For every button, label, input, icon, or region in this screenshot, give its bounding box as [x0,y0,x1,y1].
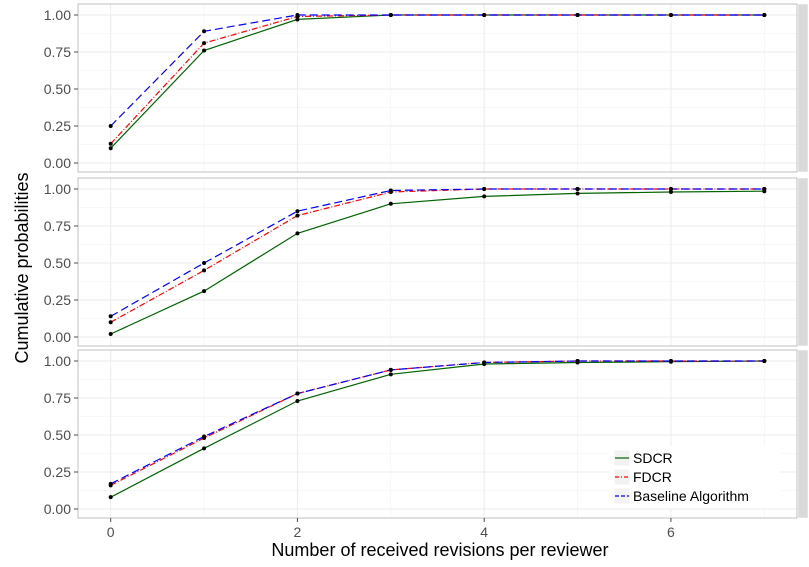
chart-panels: 0.00 0.25 0.50 0.75 1.00 0.00 0.25 0.50 0.75 1.00… [44,3,809,540]
panel-background [78,178,797,346]
panel-border [77,177,798,347]
data-point [482,194,487,199]
data-point [482,13,487,17]
data-point [482,360,487,365]
y-tick-label: 1.00 [44,353,71,369]
data-point [202,268,207,273]
y-tick-label: 0.25 [44,292,71,308]
series-line-fdcr [110,188,765,323]
data-point [668,187,673,191]
y-tick-label: 0.00 [44,155,71,171]
facet-strip [797,3,809,173]
data-point [668,189,673,194]
data-point [482,187,487,191]
series-line-sdcr [110,360,765,498]
y-tick-label: 0.50 [44,427,71,443]
panel-1: 0.00 0.25 0.50 0.75 1.00 [44,3,809,173]
facet-strip [797,349,809,519]
y-tick-label: 0.00 [44,329,71,345]
y-tick-label: 0.75 [44,218,71,234]
panel-border [77,349,798,519]
data-point [295,13,300,17]
data-point [295,391,300,396]
data-point [762,187,767,191]
x-tick-label: 6 [667,524,675,540]
series-line-baseline-algorithm [110,360,765,485]
y-tick-label: 0.75 [44,44,71,60]
data-point [202,29,207,34]
x-tick-label: 2 [294,524,302,540]
data-point [575,13,580,17]
panel-border [77,3,798,173]
legend-label: FDCR [633,469,672,485]
data-point [295,17,300,22]
series-line-baseline-algorithm [110,14,765,127]
data-point [388,13,393,17]
data-point [388,188,393,193]
x-axis-title: Number of received revisions per reviewe… [271,540,608,560]
data-point [202,261,207,265]
legend-label: SDCR [633,450,673,466]
data-point [388,367,393,372]
data-point [575,187,580,191]
panel-background [78,4,797,172]
legend-label: Baseline Algorithm [633,488,749,504]
data-point [668,359,673,363]
series-line-sdcr [110,190,765,335]
y-tick-label: 0.00 [44,501,71,517]
series-line-baseline-algorithm [110,188,765,317]
data-point [108,332,113,337]
data-point [388,201,393,206]
data-point [108,320,113,325]
legend-background [609,445,781,509]
y-tick-label: 1.00 [44,7,71,23]
y-tick-label: 0.50 [44,255,71,271]
data-point [762,359,767,363]
y-tick-label: 0.25 [44,118,71,134]
data-point [108,124,113,128]
y-tick-label: 0.50 [44,81,71,97]
data-point [575,191,580,196]
legend: SDCR FDCR Baseline Algorithm [609,445,781,509]
x-tick-label: 4 [480,524,488,540]
y-tick-label: 0.25 [44,464,71,480]
data-point [295,398,300,403]
data-point [108,481,113,486]
panel-2: 0.00 0.25 0.50 0.75 1.00 [44,177,809,347]
data-point [388,372,393,377]
data-point [108,141,113,146]
data-point [575,359,580,363]
data-point [202,41,207,46]
data-point [762,13,767,17]
data-point [202,289,207,294]
data-point [202,48,207,53]
y-axis-title: Cumulative probabilities [12,172,32,363]
data-point [108,495,113,500]
panel-3: 0.00 0.25 0.50 0.75 1.00 0 2 4 6 [44,349,809,540]
y-tick-label: 1.00 [44,181,71,197]
data-point [108,314,113,319]
data-point [202,434,207,439]
data-point [295,209,300,214]
x-tick-label: 0 [107,524,115,540]
y-tick-label: 0.75 [44,390,71,406]
data-point [295,231,300,236]
facet-strip [797,177,809,347]
data-point [668,13,673,17]
data-point [202,446,207,451]
data-point [108,146,113,151]
data-point [295,213,300,218]
